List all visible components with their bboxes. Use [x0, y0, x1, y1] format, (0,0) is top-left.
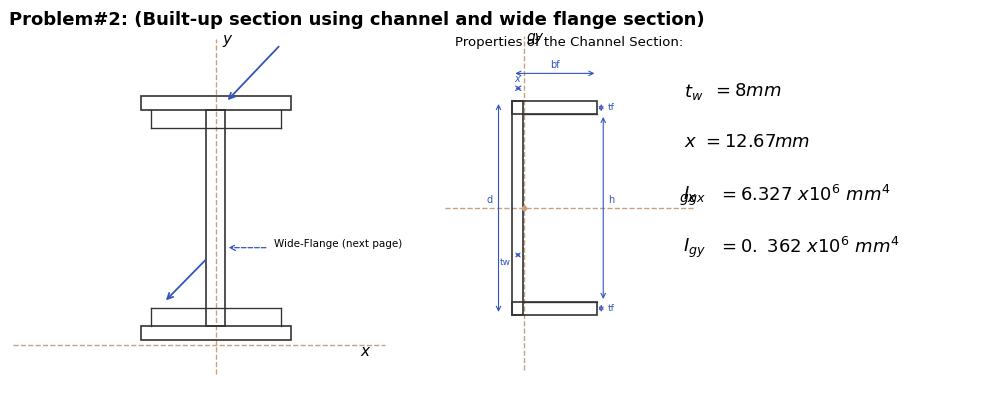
Text: h: h — [608, 195, 615, 205]
Text: tf: tf — [609, 103, 615, 112]
Text: gy: gy — [527, 30, 544, 44]
Bar — [512, 302, 598, 315]
Text: $I_{gx}$: $I_{gx}$ — [682, 185, 705, 208]
Text: $\bar{x}$: $\bar{x}$ — [514, 73, 522, 85]
Text: $= 12.67mm$: $= 12.67mm$ — [702, 133, 810, 152]
Text: Wide-Flange (next page): Wide-Flange (next page) — [274, 239, 401, 249]
Bar — [512, 101, 523, 315]
Text: gx: gx — [679, 191, 696, 205]
Bar — [141, 96, 291, 110]
Text: x: x — [360, 345, 369, 359]
Text: tf: tf — [609, 304, 615, 313]
Text: y: y — [222, 32, 231, 47]
Text: $= 6.327\ x10^6\ mm^4$: $= 6.327\ x10^6\ mm^4$ — [718, 185, 891, 205]
Text: bf: bf — [550, 60, 559, 71]
Bar — [512, 101, 598, 114]
Text: $= 0.\ 362\ x10^6\ mm^4$: $= 0.\ 362\ x10^6\ mm^4$ — [718, 237, 900, 257]
Text: $t_w$: $t_w$ — [684, 82, 704, 102]
Text: $x$: $x$ — [684, 133, 698, 152]
Bar — [141, 326, 291, 340]
Text: $I_{gy}$: $I_{gy}$ — [682, 237, 705, 260]
Text: Properties of the Channel Section:: Properties of the Channel Section: — [455, 36, 683, 49]
Text: tw: tw — [500, 258, 510, 267]
Bar — [206, 110, 225, 326]
Text: Problem#2: (Built-up section using channel and wide flange section): Problem#2: (Built-up section using chann… — [9, 11, 705, 29]
Text: d: d — [487, 195, 493, 205]
Text: $= 8mm$: $= 8mm$ — [712, 82, 782, 100]
